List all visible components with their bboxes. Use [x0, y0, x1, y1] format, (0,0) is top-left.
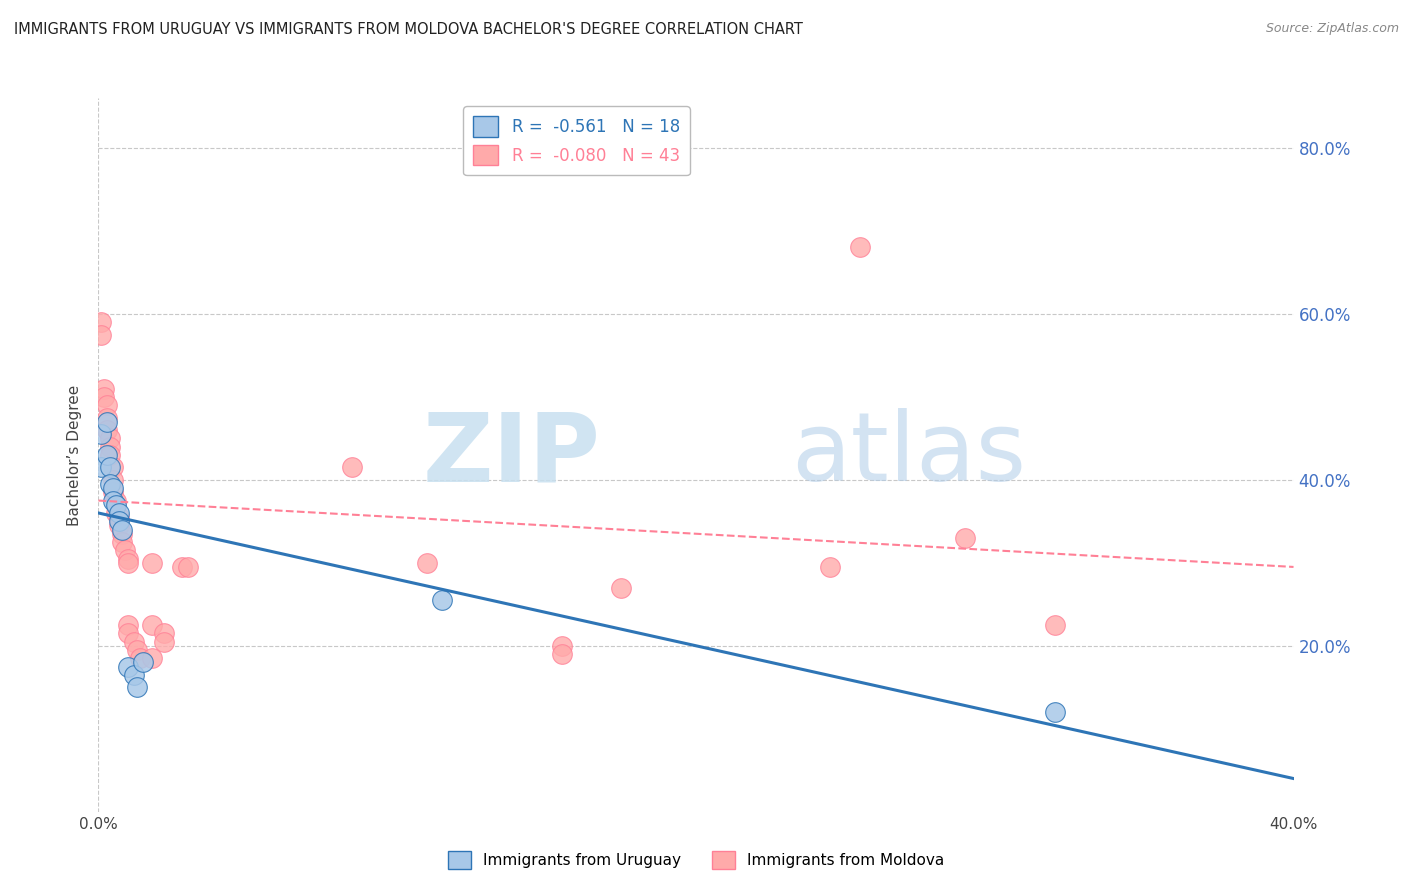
Point — [550, 647, 572, 661]
Point — [96, 398, 118, 412]
Point — [100, 477, 122, 491]
Point — [105, 506, 128, 520]
Point — [96, 423, 118, 437]
Point — [111, 526, 134, 541]
Point — [117, 659, 139, 673]
Point — [111, 523, 134, 537]
Point — [90, 460, 112, 475]
Point — [90, 315, 112, 329]
Point — [1043, 618, 1066, 632]
Point — [117, 556, 139, 570]
Point — [96, 410, 118, 425]
Point — [105, 493, 128, 508]
Point — [100, 448, 122, 462]
Point — [953, 531, 976, 545]
Point — [141, 556, 163, 570]
Text: atlas: atlas — [792, 409, 1026, 501]
Point — [342, 460, 364, 475]
Point — [141, 651, 163, 665]
Point — [103, 493, 125, 508]
Point — [96, 448, 118, 462]
Point — [550, 639, 572, 653]
Point — [108, 506, 131, 520]
Point — [103, 473, 125, 487]
Point — [93, 382, 115, 396]
Point — [153, 626, 176, 640]
Point — [103, 481, 125, 495]
Point — [124, 634, 146, 648]
Point — [100, 460, 122, 475]
Point — [416, 556, 439, 570]
Point — [100, 440, 122, 454]
Point — [90, 427, 112, 442]
Point — [111, 535, 134, 549]
Point — [849, 240, 872, 254]
Point — [177, 560, 200, 574]
Point — [124, 668, 146, 682]
Point — [108, 514, 131, 528]
Point — [117, 626, 139, 640]
Legend: Immigrants from Uruguay, Immigrants from Moldova: Immigrants from Uruguay, Immigrants from… — [441, 845, 950, 875]
Text: IMMIGRANTS FROM URUGUAY VS IMMIGRANTS FROM MOLDOVA BACHELOR'S DEGREE CORRELATION: IMMIGRANTS FROM URUGUAY VS IMMIGRANTS FR… — [14, 22, 803, 37]
Point — [129, 651, 152, 665]
Point — [114, 543, 136, 558]
Point — [127, 643, 149, 657]
Point — [96, 415, 118, 429]
Point — [105, 498, 128, 512]
Point — [103, 460, 125, 475]
Point — [100, 431, 122, 445]
Text: Source: ZipAtlas.com: Source: ZipAtlas.com — [1265, 22, 1399, 36]
Point — [127, 680, 149, 694]
Point — [117, 551, 139, 566]
Text: ZIP: ZIP — [422, 409, 600, 501]
Point — [430, 593, 453, 607]
Point — [820, 560, 842, 574]
Point — [132, 656, 155, 670]
Point — [1043, 705, 1066, 719]
Point — [141, 618, 163, 632]
Point — [93, 390, 115, 404]
Point — [153, 634, 176, 648]
Point — [610, 581, 633, 595]
Point — [90, 327, 112, 342]
Point — [172, 560, 194, 574]
Point — [108, 510, 131, 524]
Point — [108, 518, 131, 533]
Point — [117, 618, 139, 632]
Y-axis label: Bachelor’s Degree: Bachelor’s Degree — [67, 384, 83, 525]
Point — [103, 485, 125, 500]
